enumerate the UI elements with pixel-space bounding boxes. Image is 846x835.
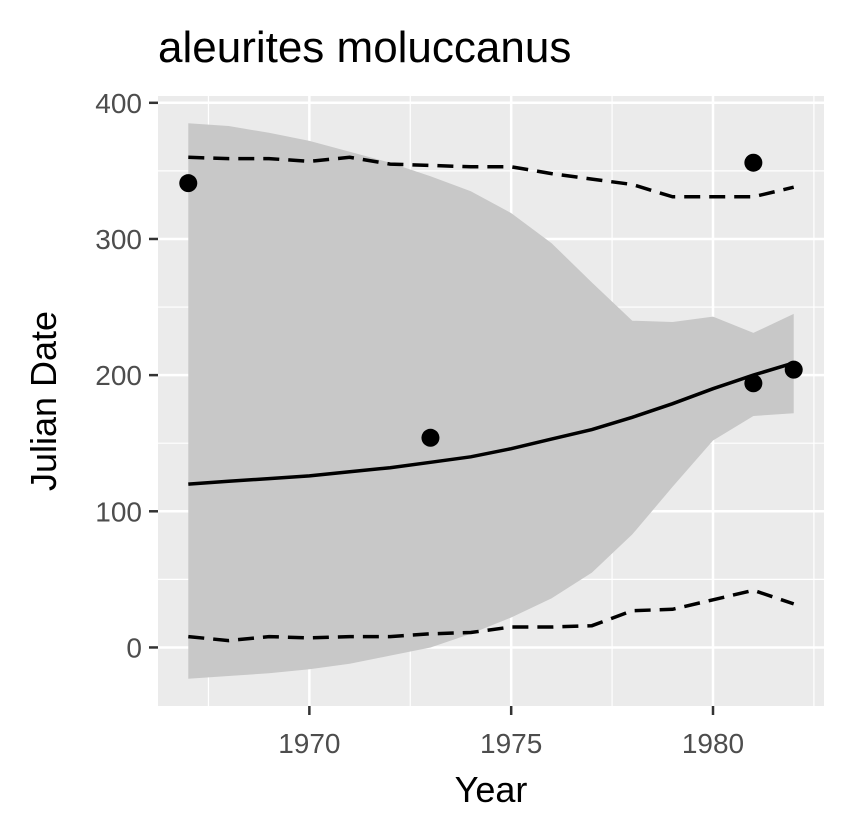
y-tick-label: 0	[126, 632, 142, 663]
upper-quantile-line	[188, 155, 795, 199]
data-points	[179, 153, 803, 447]
fit-line	[188, 361, 795, 486]
x-axis-title: Year	[455, 769, 528, 810]
data-point	[421, 428, 440, 447]
x-tick-label: 1970	[278, 728, 340, 759]
y-axis-title: Julian Date	[23, 311, 64, 491]
data-point	[744, 374, 763, 393]
data-point	[179, 174, 198, 193]
data-point	[744, 153, 763, 172]
y-tick-label: 300	[95, 224, 142, 255]
confidence-band	[188, 123, 794, 679]
lower-quantile-line	[188, 588, 795, 643]
x-tick-label: 1975	[480, 728, 542, 759]
data-point	[784, 360, 803, 379]
y-tick-label: 200	[95, 360, 142, 391]
y-tick-label: 400	[95, 88, 142, 119]
chart-title: aleurites moluccanus	[158, 23, 571, 72]
x-tick-label: 1980	[682, 728, 744, 759]
y-tick-label: 100	[95, 496, 142, 527]
y-axis: 0 100 200 300 400	[95, 88, 158, 663]
x-axis: 1970 1975 1980	[278, 706, 744, 759]
